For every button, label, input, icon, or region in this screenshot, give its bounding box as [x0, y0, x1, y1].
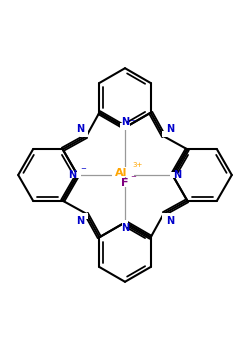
FancyBboxPatch shape: [162, 131, 170, 137]
FancyBboxPatch shape: [80, 213, 88, 219]
Text: Al: Al: [115, 168, 127, 178]
Text: N: N: [166, 124, 174, 134]
FancyBboxPatch shape: [80, 131, 88, 137]
Text: N: N: [121, 223, 129, 233]
Text: F: F: [121, 178, 129, 188]
Text: N: N: [76, 216, 84, 226]
FancyBboxPatch shape: [112, 167, 134, 177]
Text: N: N: [174, 170, 182, 180]
FancyBboxPatch shape: [120, 123, 130, 130]
Text: N: N: [166, 216, 174, 226]
Text: N: N: [68, 170, 76, 180]
Text: −: −: [130, 174, 136, 180]
FancyBboxPatch shape: [162, 213, 170, 219]
FancyBboxPatch shape: [120, 179, 134, 187]
FancyBboxPatch shape: [72, 172, 82, 178]
Text: N: N: [121, 117, 129, 127]
FancyBboxPatch shape: [170, 172, 177, 178]
FancyBboxPatch shape: [122, 220, 128, 227]
Text: 3+: 3+: [132, 162, 142, 168]
Text: −: −: [129, 118, 135, 124]
Text: N: N: [76, 124, 84, 134]
Text: −: −: [80, 166, 86, 172]
